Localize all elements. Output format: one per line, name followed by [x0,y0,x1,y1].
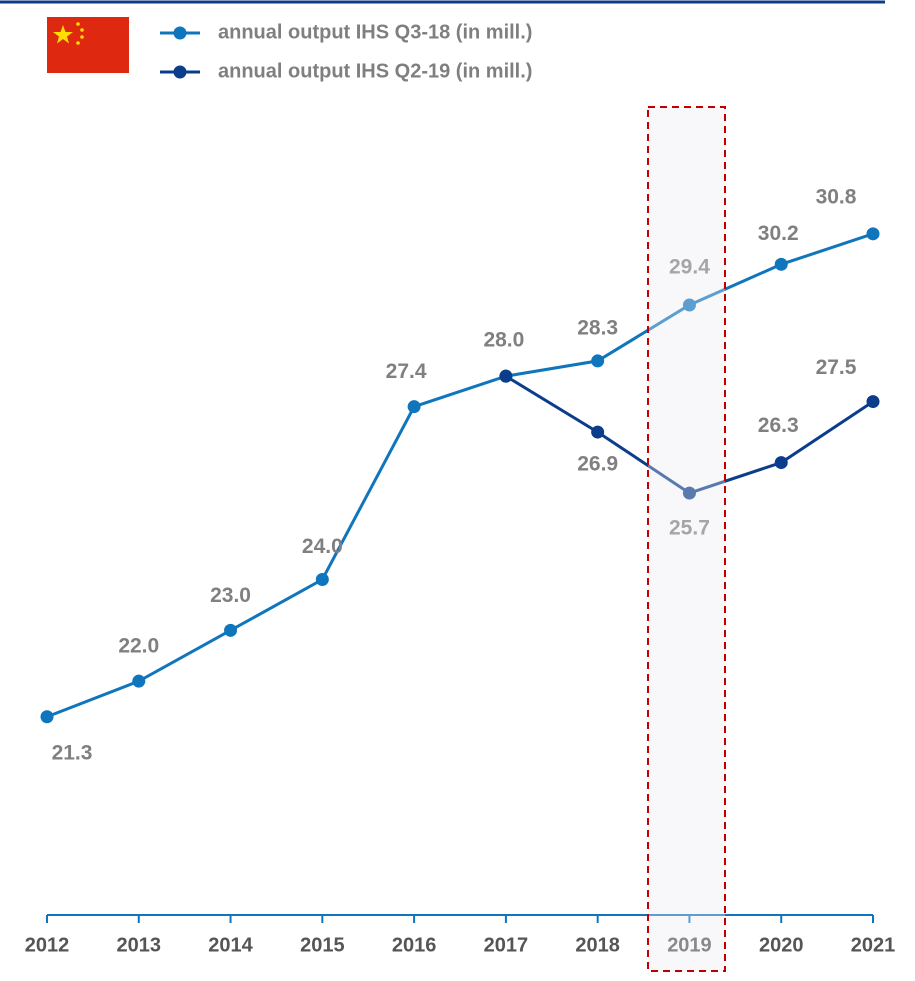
point [407,400,421,414]
legend-marker [173,65,187,79]
point [315,573,329,586]
data-label: 29.4 [669,256,710,279]
legend-label: annual output IHS Q2-19 (in mill.) [218,60,532,82]
point [682,298,696,312]
x-tick-label: 2019 [667,934,712,956]
data-label: 28.0 [483,329,524,352]
flag [47,17,129,73]
point [774,456,788,470]
point [866,395,880,409]
legend-marker [173,26,187,40]
point [499,369,513,383]
x-tick-label: 2018 [575,934,620,956]
series-line [46,232,874,719]
data-label: 25.7 [669,517,710,540]
data-label: 26.9 [577,453,618,476]
x-tick-label: 2016 [392,934,437,956]
data-label: 28.3 [577,316,618,339]
data-label: 21.3 [52,741,93,764]
highlight-box [647,106,726,972]
point [132,674,146,688]
x-tick-label: 2013 [117,934,162,956]
point [591,354,605,368]
data-label: 27.4 [386,360,427,383]
data-label: 26.3 [758,414,799,437]
point [40,710,54,724]
point [224,623,238,637]
x-tick-label: 2017 [484,934,529,956]
point [682,486,696,500]
point [774,257,788,271]
x-tick-label: 2021 [851,934,896,956]
data-label: 24.0 [302,535,343,558]
legend-label: annual output IHS Q3-18 (in mill.) [218,21,532,43]
x-tick-label: 2012 [25,934,70,956]
data-label: 30.2 [758,222,799,245]
x-tick-label: 2020 [759,934,804,956]
data-label: 23.0 [210,584,251,607]
x-tick-label: 2015 [300,934,345,956]
point [591,425,605,439]
data-label: 30.8 [816,185,857,208]
data-label: 22.0 [118,635,159,658]
data-label: 27.5 [816,356,857,379]
x-tick-label: 2014 [208,934,253,956]
point [866,227,880,241]
